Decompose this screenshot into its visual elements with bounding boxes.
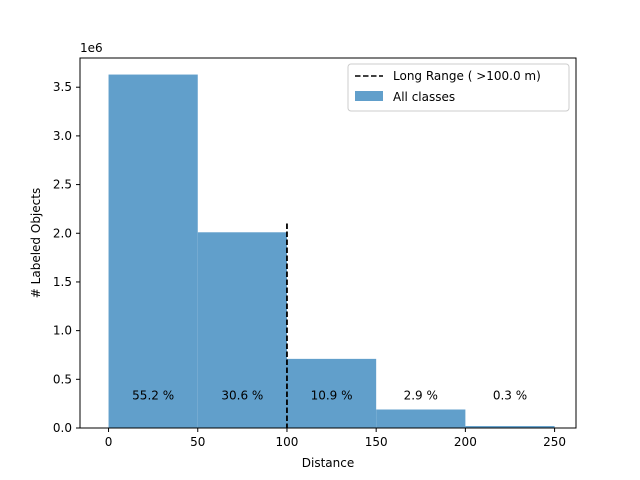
histogram-bar [286,358,377,428]
x-tick-label: 200 [454,435,477,449]
y-axis: 0.0 0.5 1.0 1.5 2.0 2.5 3.0 3.5 [53,80,80,435]
bar-percentage-label: 30.6 % [221,388,263,402]
bar-labels-layer: 55.2 % 30.6 % 10.9 % 2.9 % 0.3 % [132,388,527,402]
x-tick-label: 250 [543,435,566,449]
bar-percentage-label: 55.2 % [132,388,174,402]
x-tick-label: 100 [276,435,299,449]
x-tick-label: 0 [105,435,113,449]
y-tick-label: 2.0 [53,226,72,240]
legend-series-label: All classes [393,90,455,104]
legend-bar-swatch [355,91,383,101]
bars-layer [108,74,555,428]
y-tick-label: 1.0 [53,324,72,338]
y-tick-label: 2.5 [53,178,72,192]
bar-percentage-label: 10.9 % [311,388,353,402]
legend-box [347,63,570,112]
histogram-bar [376,409,466,428]
histogram-bar [197,232,287,428]
legend-threshold-label: Long Range ( >100.0 m) [393,69,541,83]
bar-percentage-label: 0.3 % [493,388,527,402]
y-tick-label: 1.5 [53,275,72,289]
legend: Long Range ( >100.0 m) All classes [347,63,570,112]
histogram-bar [108,74,198,428]
plot-frame [79,57,577,429]
y-tick-label: 3.0 [53,129,72,143]
y-axis-label: # Labeled Objects [29,188,43,298]
x-tick-label: 150 [365,435,388,449]
y-tick-label: 3.5 [53,80,72,94]
y-tick-label: 0.5 [53,372,72,386]
x-tick-label: 50 [190,435,205,449]
bar-percentage-label: 2.9 % [404,388,438,402]
histogram-bar [465,426,555,428]
x-axis: 0 50 100 150 200 250 [105,428,566,449]
y-tick-label: 0.0 [53,421,72,435]
y-multiplier-label: 1e6 [80,41,103,55]
x-axis-label: Distance [302,456,354,470]
